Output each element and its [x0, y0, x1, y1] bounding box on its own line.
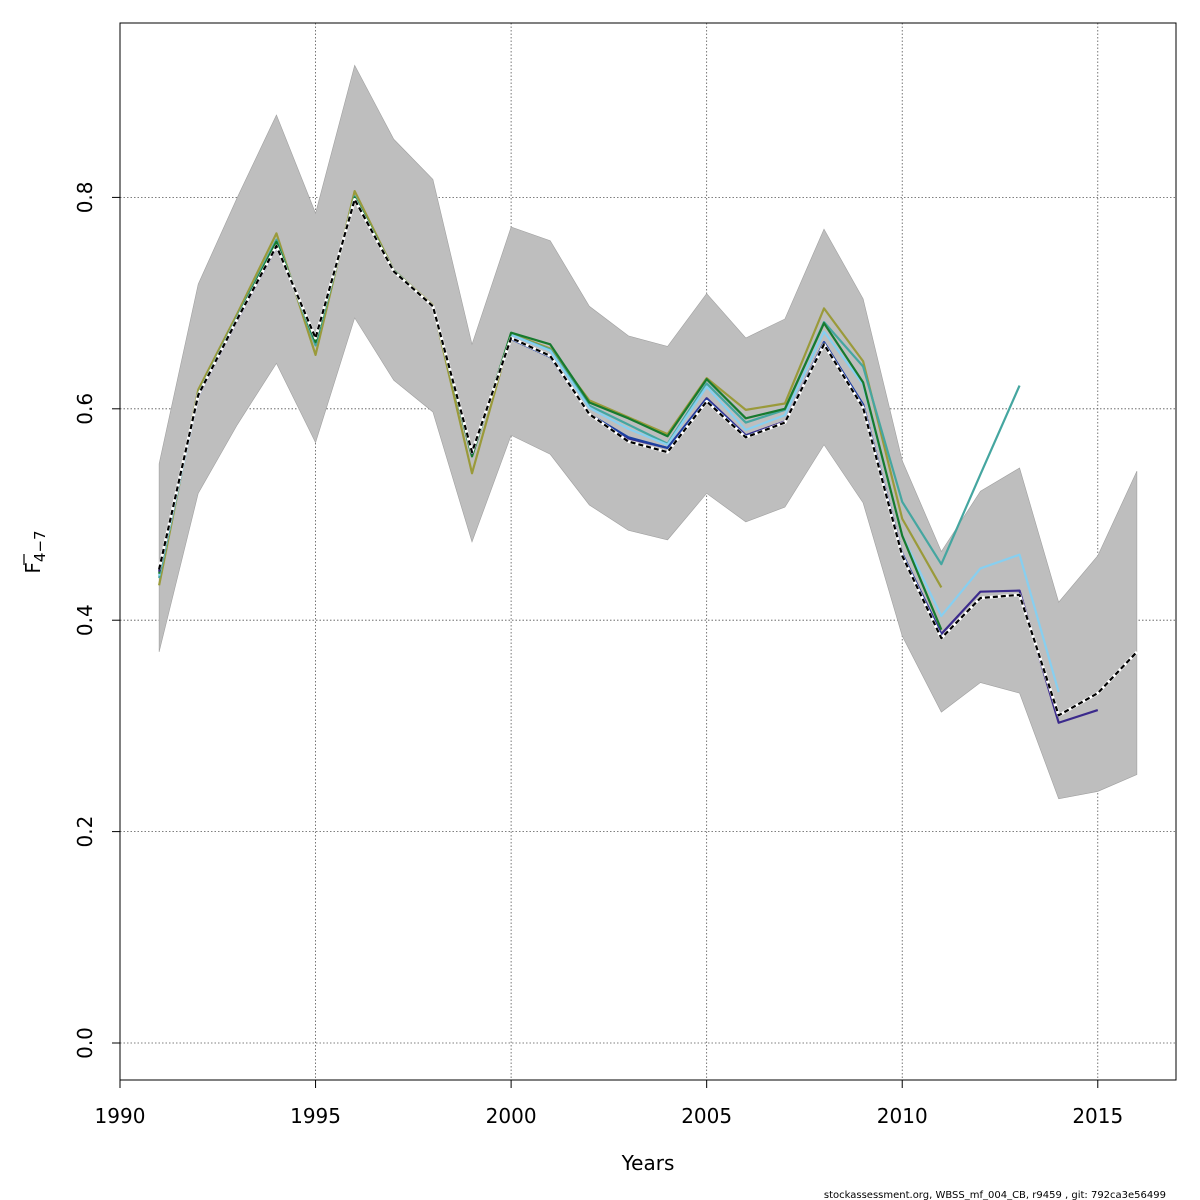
x-tick-label: 2000 — [486, 1104, 537, 1128]
x-axis: 1990 1995 2000 2005 2010 2015 — [95, 1079, 1123, 1128]
x-tick-label: 2005 — [681, 1104, 732, 1128]
y-axis-title-main: F — [21, 562, 45, 574]
confidence-band-layer — [158, 64, 1138, 800]
y-tick-label-group: 0.4 — [73, 604, 97, 636]
svg-text:F4−7: F4−7 — [21, 530, 49, 573]
x-tick-label: 1990 — [95, 1104, 146, 1128]
y-axis: 0.0 0.2 0.4 0.6 0.8 — [73, 181, 121, 1059]
series-layer — [157, 189, 1138, 724]
x-tick-label: 1995 — [290, 1104, 341, 1128]
y-tick-label: 0.2 — [73, 816, 97, 848]
y-tick-label-group: 0.0 — [73, 1027, 97, 1059]
y-tick-label-group: 0.2 — [73, 816, 97, 848]
confidence-band — [158, 64, 1138, 800]
x-tick-label: 2015 — [1072, 1104, 1123, 1128]
x-tick-label: 2010 — [877, 1104, 928, 1128]
series-line-estimate — [158, 198, 1138, 717]
x-axis-title: Years — [621, 1151, 675, 1175]
y-tick-label: 0.4 — [73, 604, 97, 636]
y-tick-label: 0.0 — [73, 1027, 97, 1059]
y-tick-label: 0.8 — [73, 181, 97, 213]
y-tick-label-group: 0.6 — [73, 393, 97, 425]
y-axis-title-sub: 4−7 — [31, 530, 49, 562]
y-tick-label-group: 0.8 — [73, 181, 97, 213]
y-tick-label: 0.6 — [73, 393, 97, 425]
y-axis-title: F4−7 — [21, 530, 49, 573]
footer-text: stockassessment.org, WBSS_mf_004_CB, r94… — [824, 1190, 1166, 1200]
